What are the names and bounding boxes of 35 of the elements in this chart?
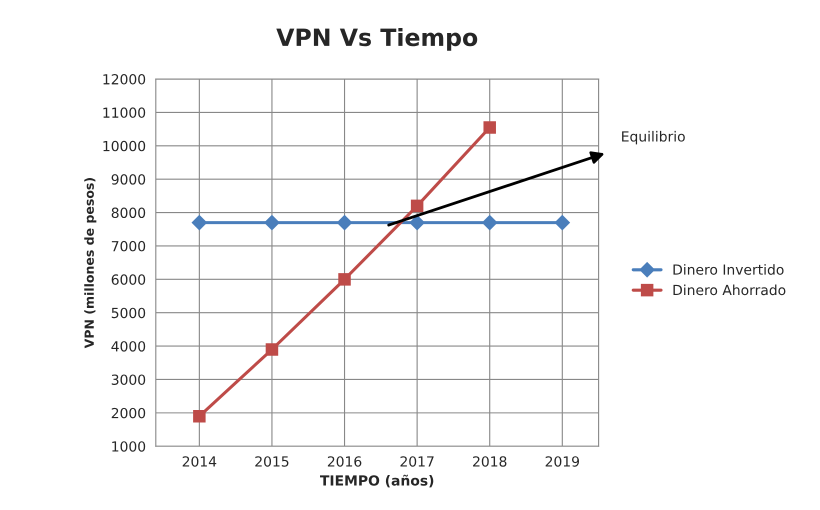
x-axis-title: TIEMPO (años) [320, 474, 434, 488]
y-tick-label: 9000 [112, 174, 146, 185]
x-tick-label: 2014 [182, 456, 216, 467]
text: Equilibrio [622, 130, 685, 144]
y-tick-label: 8000 [112, 208, 146, 218]
x-tick-label: 2016 [328, 456, 362, 467]
x-tick-label: 2019 [546, 456, 579, 467]
y-axis-title: VPN (millones de pesos) [84, 178, 96, 348]
chart-title: VPN Vs Tiempo [276, 28, 478, 51]
point [264, 215, 280, 230]
y-tick-label: 5000 [112, 308, 146, 318]
x-tick-label: 2017 [400, 456, 434, 467]
y-tick-label: 3000 [112, 374, 146, 385]
x-tick-label: 2018 [473, 456, 506, 467]
y-tick-label: 6000 [112, 274, 146, 285]
y-tick-label: 10000 [103, 140, 146, 152]
y-tick-label: 4000 [111, 341, 146, 352]
y-tick-label: 7000 [112, 240, 146, 252]
y-tick-label: 2000 [112, 408, 146, 418]
point [193, 410, 206, 422]
point [483, 121, 496, 134]
legend-label: Dinero Invertido [673, 264, 784, 275]
legend-label: Dinero Ahorrado [673, 284, 786, 296]
y-tick-label: 1000 [112, 441, 146, 452]
point [410, 200, 424, 212]
point [338, 273, 351, 286]
point [192, 215, 207, 230]
point [482, 215, 498, 230]
y-tick-label: 11000 [103, 107, 146, 118]
point [336, 215, 352, 230]
y-tick-label: 12000 [103, 74, 146, 85]
point [266, 343, 278, 356]
point [554, 215, 570, 230]
x-tick-label: 2015 [255, 456, 288, 467]
point [410, 215, 425, 230]
